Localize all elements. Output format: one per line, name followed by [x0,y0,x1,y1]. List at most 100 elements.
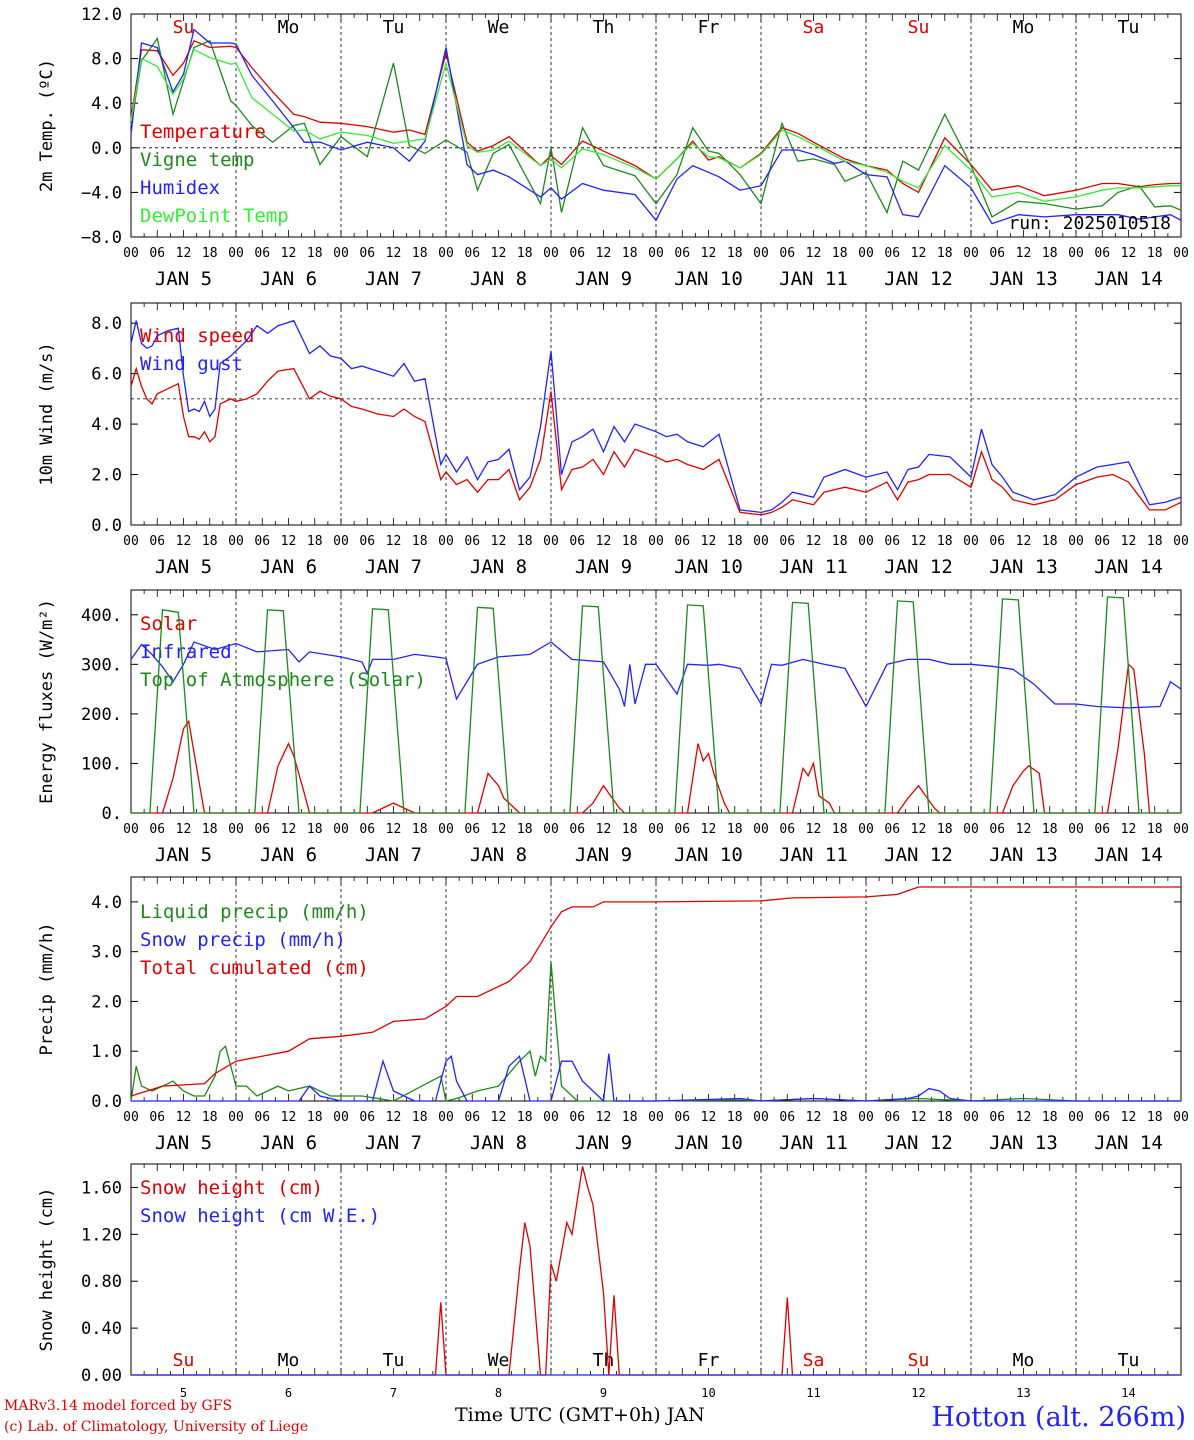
hour-tick-label: 06 [254,822,270,837]
y-tick-label: 8.0 [91,50,122,70]
hour-tick-label: 06 [674,822,690,837]
hour-tick-label: 18 [622,822,638,837]
weekday-label: Mo [278,1350,300,1371]
day-label: JAN 10 [674,844,743,866]
series-line-1 [131,662,1181,814]
y-tick-label: 0.00 [81,1366,122,1386]
hour-tick-label: 00 [753,1110,769,1125]
weekday-label: Tu [383,1350,405,1371]
weekday-label: Tu [383,17,405,38]
hour-tick-label: 18 [412,246,428,261]
hour-tick-label: 18 [832,246,848,261]
lab-credit: (c) Lab. of Climatology, University of L… [4,1419,309,1435]
hour-tick-label: 18 [202,822,218,837]
hour-tick-label: 18 [1042,246,1058,261]
hour-tick-label: 18 [1042,822,1058,837]
hour-tick-label: 12 [806,1110,822,1125]
hour-tick-label: 18 [622,534,638,549]
weekday-label: Tu [1118,1350,1140,1371]
panel-2: 8.0 6.0 4.0 2.0 0.0 10m Wind (m/s) 00 06 12 18 JAN… [37,302,1189,578]
hour-tick-label: 06 [674,246,690,261]
day-label: JAN 14 [1094,556,1163,578]
y-tick-label: 100. [81,754,122,774]
day-label: JAN 6 [260,844,317,866]
y-tick-label: 1.0 [91,1042,122,1062]
hour-tick-label: 00 [963,822,979,837]
hour-tick-label: 00 [333,1110,349,1125]
hour-tick-label: 00 [123,246,139,261]
hour-tick-label: 18 [727,246,743,261]
series-line-2 [130,36,1182,218]
y-tick-label: 1.60 [81,1178,122,1198]
hour-tick-label: 06 [884,534,900,549]
hour-tick-label: 12 [806,822,822,837]
hour-tick-label: 12 [386,822,402,837]
hour-tick-label: 00 [648,1110,664,1125]
y-tick-label: 4.0 [91,94,122,114]
hour-tick-label: 06 [254,1110,270,1125]
hour-tick-label: 06 [989,534,1005,549]
y-tick-label: 0.0 [91,139,122,159]
hour-tick-label: 18 [622,246,638,261]
hour-tick-label: 00 [963,1110,979,1125]
day-label: JAN 10 [674,268,743,290]
panel-5: 1.60 1.20 0.80 0.40 0.00 Snow height (cm) Su Mo… [37,1163,1182,1400]
hour-tick-label: 12 [281,1110,297,1125]
hour-tick-label: 18 [412,1110,428,1125]
hour-tick-label: 00 [753,534,769,549]
day-number-label: 12 [911,1386,925,1400]
series-line-3 [131,596,1181,814]
day-label: JAN 11 [779,844,848,866]
series-line-2 [130,319,1182,514]
y-tick-label: 2.0 [91,466,122,486]
hour-tick-label: 18 [307,534,323,549]
y-tick-label: 0. [102,804,122,824]
day-label: JAN 9 [575,556,632,578]
day-number-label: 14 [1121,1386,1135,1400]
hour-tick-label: 06 [779,822,795,837]
day-label: JAN 11 [779,1132,848,1154]
legend-entry: Snow precip (mm/h) [140,929,346,951]
hour-tick-label: 00 [1068,1110,1084,1125]
panel-4: 4.0 3.0 2.0 1.0 0.0 Precip (mm/h) 00 06 12 18 JAN … [37,876,1189,1154]
hour-tick-label: 00 [543,822,559,837]
series-line-2 [131,1053,1181,1103]
hour-tick-label: 06 [1094,246,1110,261]
weekday-label: Mo [1013,1350,1035,1371]
hour-tick-label: 12 [1016,246,1032,261]
hour-tick-label: 06 [149,822,165,837]
weekday-label: Mo [1013,17,1035,38]
hour-tick-label: 00 [333,822,349,837]
hour-tick-label: 18 [937,822,953,837]
hour-tick-label: 12 [596,1110,612,1125]
legend-entry: Infrared [140,641,232,663]
x-axis-title: Time UTC (GMT+0h) JAN [455,1404,705,1426]
hour-tick-label: 06 [1094,534,1110,549]
day-label: JAN 8 [470,844,527,866]
y-tick-label: 6.0 [91,365,122,385]
hour-tick-label: 06 [359,246,375,261]
day-label: JAN 7 [365,1132,422,1154]
weekday-label: Su [173,17,195,38]
hour-tick-label: 12 [386,534,402,549]
hour-tick-label: 12 [701,1110,717,1125]
day-label: JAN 14 [1094,1132,1163,1154]
day-label: JAN 13 [989,844,1058,866]
hour-tick-label: 12 [491,1110,507,1125]
y-tick-label: 1.20 [81,1225,122,1245]
day-label: JAN 5 [155,556,212,578]
day-label: JAN 5 [155,268,212,290]
hour-tick-label: 12 [1016,1110,1032,1125]
y-tick-label: 0.40 [81,1319,122,1339]
hour-tick-label: 12 [1121,822,1137,837]
hour-tick-label: 18 [307,246,323,261]
legend-entry: Solar [140,613,197,635]
legend-entry: DewPoint Temp [140,205,289,227]
hour-tick-label: 12 [176,1110,192,1125]
day-label: JAN 11 [779,268,848,290]
hour-tick-label: 18 [937,246,953,261]
hour-tick-label: 18 [1147,822,1163,837]
hour-tick-label: 18 [937,534,953,549]
hour-tick-label: 06 [989,822,1005,837]
